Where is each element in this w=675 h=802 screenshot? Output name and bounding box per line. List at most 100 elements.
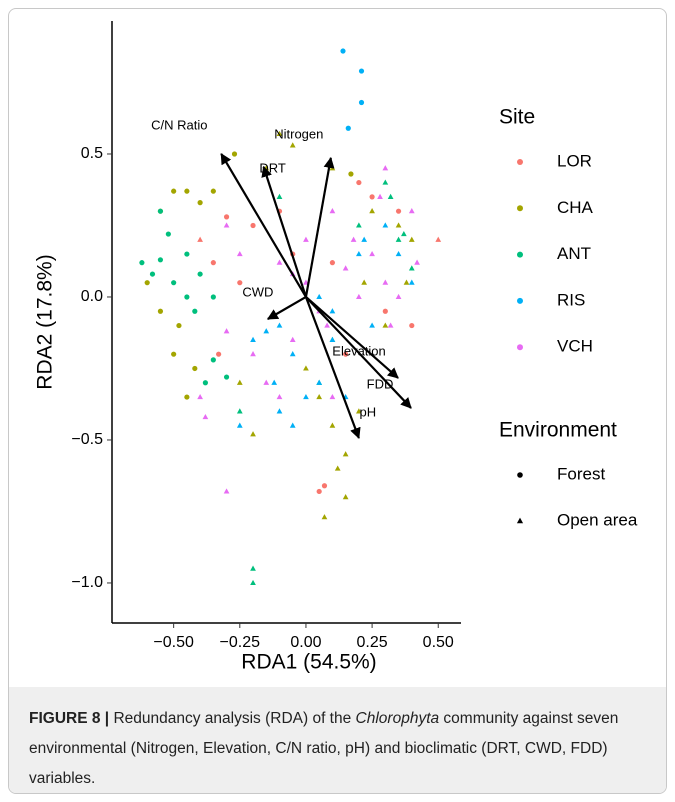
- arrow-label: Elevation: [332, 343, 385, 358]
- arrow: [261, 165, 307, 298]
- x-tick-label: 0.25: [357, 634, 388, 651]
- point: [250, 222, 256, 229]
- point: [329, 208, 336, 214]
- point: [276, 393, 283, 400]
- point: [329, 393, 336, 400]
- point: [263, 379, 270, 385]
- y-tick-label: 0.0: [81, 288, 103, 305]
- legend-title: Site: [499, 106, 535, 129]
- point: [403, 279, 410, 285]
- arrow: [220, 153, 307, 298]
- x-axis-label: RDA1 (54.5%): [241, 651, 376, 674]
- point: [414, 259, 420, 265]
- point: [369, 250, 375, 257]
- figure-card: RDA1 (54.5%) RDA2 (17.8%) Site Environme…: [8, 8, 667, 794]
- point: [382, 222, 389, 228]
- point: [303, 393, 309, 400]
- point: [237, 280, 243, 286]
- point: [184, 251, 190, 257]
- caption-text: Chlorophyta: [355, 710, 440, 727]
- arrow-label: pH: [360, 404, 377, 419]
- point: [361, 279, 368, 285]
- caption: FIGURE 8 | Redundancy analysis (RDA) of …: [9, 687, 666, 793]
- point: [157, 308, 164, 314]
- point: [236, 379, 243, 385]
- point: [408, 208, 415, 214]
- legend-swatch: [517, 159, 523, 165]
- point: [171, 188, 177, 194]
- legend-swatch: [517, 251, 523, 258]
- point: [358, 68, 365, 74]
- point: [395, 208, 402, 214]
- point: [263, 328, 270, 334]
- point: [343, 351, 349, 357]
- point: [321, 483, 328, 489]
- point: [350, 236, 357, 242]
- legend-label: ANT: [557, 244, 591, 263]
- arrow: [304, 156, 335, 298]
- point: [316, 488, 322, 495]
- y-tick-label: −1.0: [71, 574, 103, 591]
- legend-label: CHA: [557, 198, 594, 217]
- point: [342, 451, 349, 457]
- arrow-label: Nitrogen: [274, 126, 323, 141]
- point: [361, 236, 368, 242]
- point: [289, 422, 296, 428]
- point: [276, 193, 283, 199]
- point: [382, 179, 389, 185]
- point: [149, 271, 156, 277]
- point: [165, 231, 171, 237]
- point: [395, 293, 402, 300]
- y-tick-label: 0.5: [81, 145, 103, 162]
- point: [210, 188, 216, 194]
- point: [408, 265, 415, 271]
- point: [223, 488, 230, 494]
- point: [250, 579, 256, 586]
- point: [276, 259, 283, 265]
- point: [210, 294, 216, 300]
- x-tick-label: 0.00: [290, 634, 321, 651]
- legend-label: Open area: [557, 510, 638, 529]
- point: [369, 208, 375, 214]
- point: [210, 357, 216, 363]
- point: [202, 413, 209, 420]
- x-tick-label: −0.25: [220, 634, 261, 651]
- point: [144, 280, 150, 286]
- arrow-label: C/N Ratio: [151, 117, 207, 132]
- point: [334, 465, 341, 471]
- chart: RDA1 (54.5%) RDA2 (17.8%) Site Environme…: [34, 21, 638, 674]
- point: [236, 422, 243, 428]
- caption-label: FIGURE 8 |: [29, 710, 110, 727]
- point: [358, 99, 365, 106]
- point: [356, 293, 362, 300]
- point: [409, 322, 415, 329]
- point: [276, 322, 283, 328]
- arrow-label: DRT: [259, 160, 286, 175]
- point: [197, 200, 203, 206]
- point: [356, 250, 362, 257]
- point: [157, 257, 164, 263]
- point: [408, 279, 415, 285]
- point: [316, 379, 323, 385]
- point: [395, 236, 402, 242]
- arrow: [304, 296, 361, 439]
- point: [369, 194, 375, 200]
- point: [369, 322, 375, 328]
- point: [356, 222, 362, 228]
- point: [250, 565, 256, 571]
- point: [216, 351, 222, 357]
- arrow: [266, 296, 307, 320]
- point: [382, 279, 389, 285]
- point: [223, 222, 230, 228]
- point: [329, 422, 336, 428]
- point: [316, 393, 323, 400]
- point: [382, 165, 389, 171]
- point: [340, 48, 346, 54]
- point: [356, 408, 362, 414]
- point: [382, 322, 389, 328]
- point: [345, 125, 351, 131]
- point: [342, 265, 349, 271]
- point: [197, 236, 203, 242]
- point: [276, 130, 283, 137]
- point: [192, 365, 198, 372]
